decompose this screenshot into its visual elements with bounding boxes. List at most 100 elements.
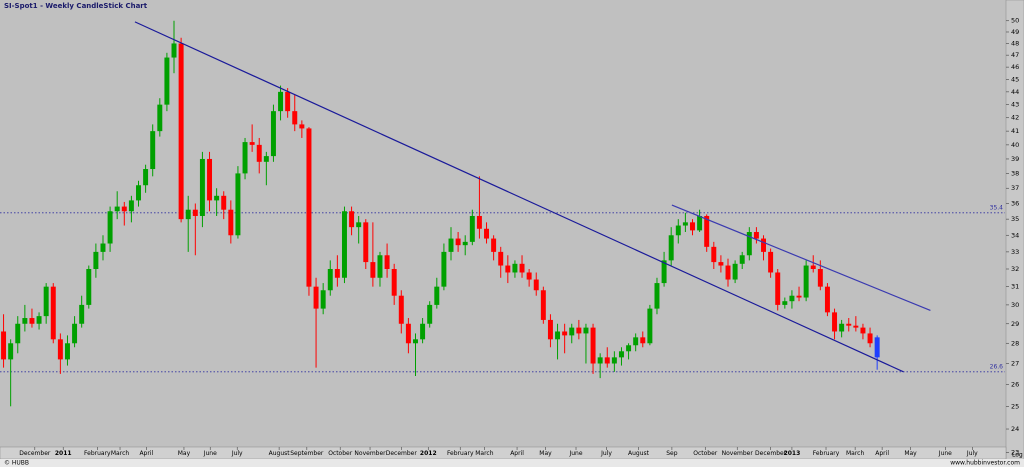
candle-body — [512, 263, 518, 273]
candle-body — [874, 337, 880, 358]
candle-body — [576, 327, 582, 334]
y-tick-label: 40 — [1011, 141, 1019, 149]
candle-body — [789, 295, 795, 302]
candle-body — [72, 323, 78, 344]
y-tick-label: 32 — [1011, 265, 1019, 273]
candle-body — [718, 262, 724, 266]
candle-body — [121, 206, 127, 212]
y-tick-label: 29 — [1011, 320, 1019, 328]
candle-body — [547, 319, 553, 340]
x-tick-label: October — [693, 450, 718, 457]
trend-line — [134, 21, 904, 373]
trend-line — [671, 204, 931, 312]
candle-body — [633, 337, 639, 346]
candle-body — [8, 343, 14, 360]
candle-body — [590, 327, 596, 364]
candle-body — [356, 222, 362, 228]
candle-body — [207, 158, 213, 201]
candle-body — [462, 241, 468, 246]
y-tick-label: 42 — [1011, 114, 1019, 122]
x-tick-label: April — [139, 450, 153, 457]
candle-body — [136, 185, 141, 201]
candle-body — [79, 304, 85, 324]
y-tick-label: 33 — [1011, 248, 1019, 256]
y-tick-label: 47 — [1011, 51, 1019, 59]
y-tick-label: 34 — [1011, 231, 1019, 239]
y-tick-label: 48 — [1011, 39, 1019, 47]
y-tick-label: 28 — [1011, 339, 1019, 347]
candle-body — [171, 43, 177, 58]
candle-body — [114, 206, 120, 212]
candle-body — [320, 290, 326, 309]
candle-body — [384, 255, 390, 269]
x-tick-label: March — [846, 450, 864, 457]
x-tick-label: April — [510, 450, 524, 457]
candle-body — [249, 142, 255, 145]
candle-body — [654, 283, 660, 309]
x-tick-label: March — [475, 450, 493, 457]
candle-body — [782, 301, 788, 305]
y-tick-label: 46 — [1011, 63, 1019, 71]
y-tick-label: 35 — [1011, 215, 1019, 223]
candle-body — [505, 265, 511, 273]
candle-body — [839, 323, 845, 332]
candle-body — [540, 290, 546, 320]
y-tick-label: 39 — [1011, 155, 1019, 163]
footer-right: www.hubbinvestor.com — [950, 460, 1020, 467]
candle-body — [214, 195, 220, 201]
candle-body — [604, 357, 610, 364]
x-tick-label: June — [203, 450, 217, 457]
reference-label: 35.4 — [990, 204, 1004, 211]
candle-body — [476, 215, 482, 229]
candle-body — [377, 255, 383, 278]
candle-body — [533, 279, 539, 291]
x-tick-label: September — [290, 450, 324, 457]
candle-body — [270, 111, 276, 157]
candle-body — [867, 333, 873, 344]
candle-body — [341, 211, 347, 278]
candle-body — [583, 327, 589, 334]
x-tick-label: 2013 — [784, 450, 801, 457]
footer-strip — [0, 459, 1024, 467]
candle-body — [832, 312, 838, 332]
candle-body — [810, 265, 816, 269]
x-tick-label: June — [568, 450, 582, 457]
candle-body — [725, 265, 731, 280]
candle-body — [22, 318, 28, 324]
candle-body — [448, 238, 454, 252]
candle-body — [853, 325, 859, 328]
plot — [0, 20, 1005, 407]
candle-body — [256, 144, 262, 162]
candle-body — [242, 142, 248, 174]
y-tick-label: 26 — [1011, 380, 1019, 388]
candle-body — [484, 228, 490, 239]
x-tick-label: November — [354, 450, 386, 457]
candle-body — [278, 91, 284, 112]
candle-body — [618, 351, 624, 358]
candle-body — [199, 158, 205, 216]
candle-body — [86, 268, 92, 305]
y-tick-label: 31 — [1011, 283, 1019, 291]
candle-body — [796, 295, 802, 298]
candle-body — [327, 268, 333, 291]
candle-body — [391, 268, 397, 296]
candle-body — [661, 260, 667, 284]
candle-body — [306, 128, 312, 287]
y-tick-label: 45 — [1011, 75, 1019, 83]
y-tick-label: 37 — [1011, 184, 1019, 192]
x-tick-label: July — [231, 450, 243, 457]
candle-body — [192, 209, 198, 216]
x-tick-label: July — [600, 450, 612, 457]
x-tick-label: December — [386, 450, 418, 457]
candle-body — [611, 357, 617, 364]
x-tick-label: August — [628, 450, 650, 457]
x-tick-label: June — [938, 450, 952, 457]
y-tick-label: 38 — [1011, 169, 1019, 177]
candle-body — [185, 209, 191, 220]
x-tick-label: December — [755, 450, 787, 457]
y-tick-label: 50 — [1011, 17, 1019, 25]
candle-body — [1, 331, 7, 360]
candle-body — [704, 215, 710, 247]
